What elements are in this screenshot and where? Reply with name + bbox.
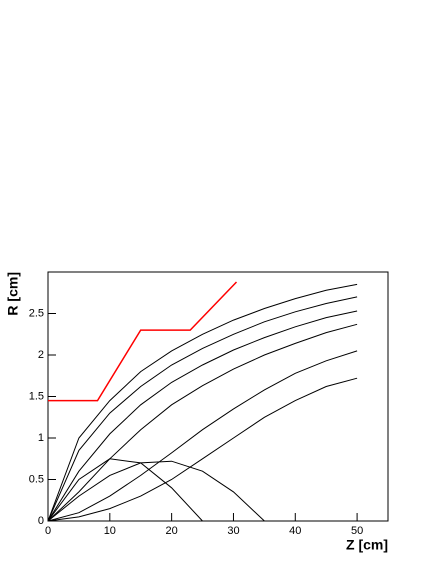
x-tick-label: 20 [166, 525, 178, 537]
track [47, 296, 358, 522]
x-tick-label: 10 [104, 525, 116, 537]
x-tick-label: 30 [227, 525, 239, 537]
x-axis-title: Z [cm] [346, 537, 388, 553]
plot-frame [47, 271, 389, 522]
x-tick-label: 40 [289, 525, 301, 537]
y-tick-label: 0.5 [29, 473, 44, 485]
y-tick-label: 0 [38, 515, 44, 527]
x-tick-label: 0 [45, 525, 51, 537]
x-tick-label: 50 [351, 525, 363, 537]
y-tick-label: 2.5 [29, 307, 44, 319]
track [47, 283, 358, 522]
y-axis-title: R [cm] [5, 272, 21, 316]
track [47, 460, 265, 522]
y-tick-label: 2 [38, 349, 44, 361]
track [47, 377, 358, 522]
track [47, 458, 203, 522]
track [47, 350, 358, 522]
y-tick-label: 1.5 [29, 390, 44, 402]
boundary-line [48, 281, 238, 402]
y-tick-label: 1 [38, 432, 44, 444]
track [47, 323, 358, 522]
track [47, 310, 358, 522]
